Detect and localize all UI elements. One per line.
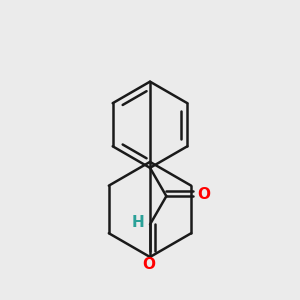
- Text: H: H: [132, 214, 145, 230]
- Text: O: O: [198, 187, 211, 202]
- Text: O: O: [142, 256, 155, 272]
